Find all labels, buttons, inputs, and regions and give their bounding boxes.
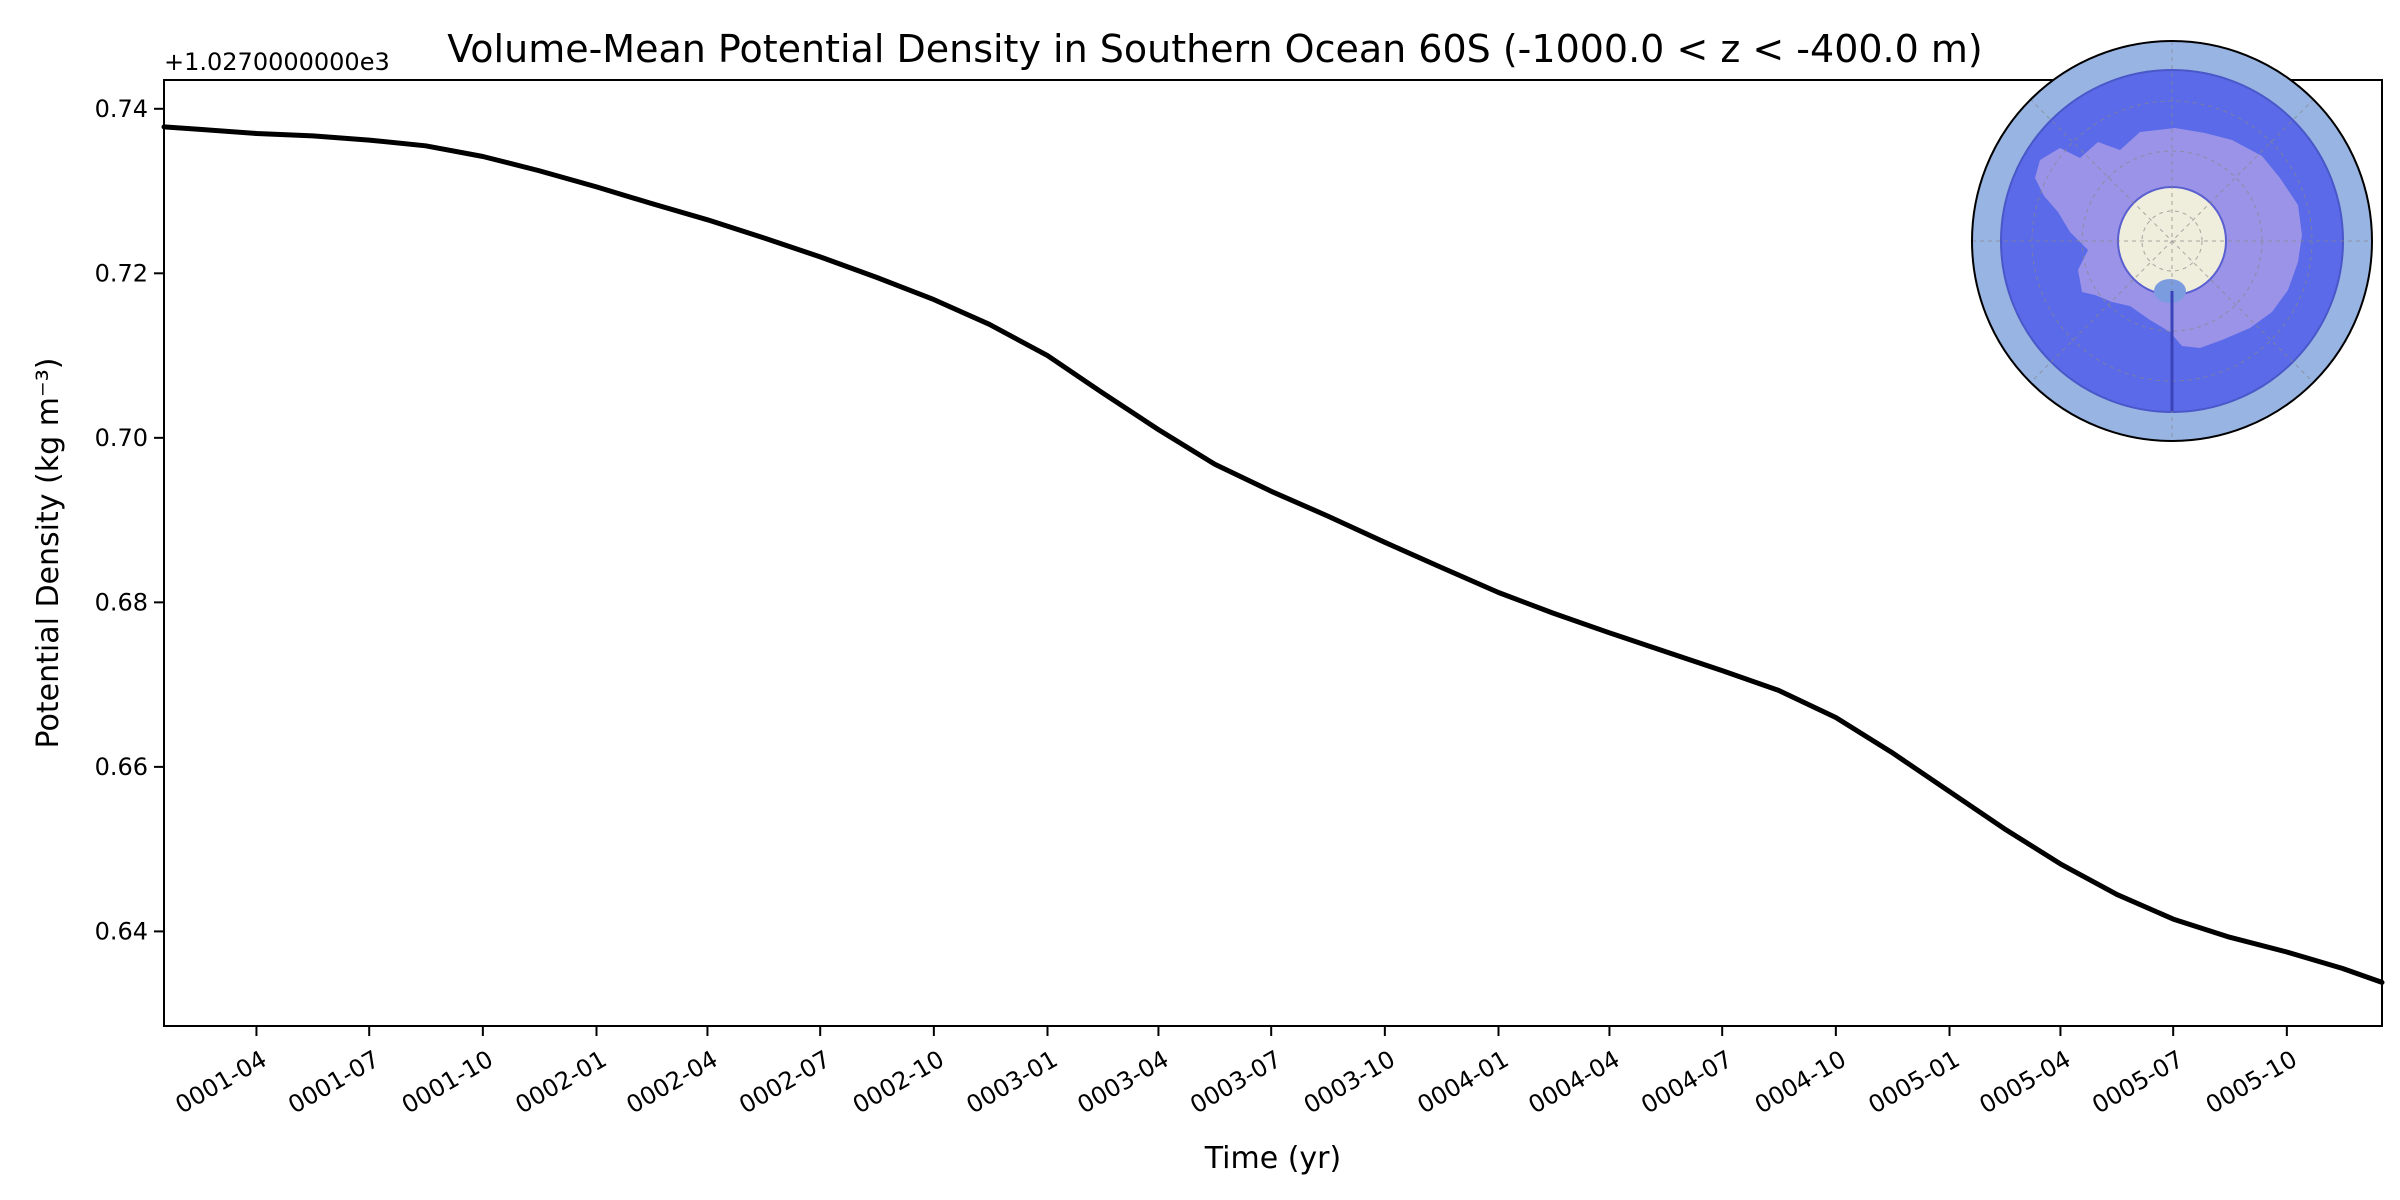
- x-tick-label: 0003-04: [1073, 1045, 1174, 1119]
- y-axis-label: Potential Density (kg m⁻³): [31, 358, 66, 749]
- x-tick-label: 0005-07: [2087, 1045, 2188, 1119]
- ross-sea-patch: [2154, 279, 2186, 303]
- y-tick-label: 0.74: [95, 95, 148, 123]
- y-tick-label: 0.64: [95, 917, 148, 945]
- x-tick-label: 0001-04: [171, 1045, 272, 1119]
- x-tick-label: 0004-01: [1413, 1045, 1514, 1119]
- density-series-line: [161, 124, 2385, 985]
- y-tick-label: 0.72: [95, 259, 148, 287]
- x-axis-label: Time (yr): [1204, 1141, 1341, 1176]
- y-offset-text: +1.0270000000e3: [164, 48, 390, 76]
- x-tick-label: 0003-07: [1185, 1045, 1286, 1119]
- inset-map: [1971, 40, 2373, 442]
- x-tick-label: 0004-04: [1524, 1045, 1625, 1119]
- y-tick-label: 0.66: [95, 753, 148, 781]
- x-tick-label: 0004-10: [1750, 1045, 1851, 1119]
- x-tick-label: 0004-07: [1636, 1045, 1737, 1119]
- x-tick-label: 0005-10: [2201, 1045, 2302, 1119]
- plot-frame: [163, 79, 2383, 1027]
- chart-title: Volume-Mean Potential Density in Souther…: [447, 27, 1982, 71]
- x-tick-label: 0001-10: [397, 1045, 498, 1119]
- x-axis: 0001-04 0001-07 0001-10 0002-01 0002-04 0002-…: [171, 1026, 2302, 1119]
- y-tick-label: 0.68: [95, 588, 148, 616]
- x-tick-label: 0003-01: [962, 1045, 1063, 1119]
- y-axis: 0.64 0.66 0.68 0.70 0.72 0.74: [95, 95, 164, 945]
- x-tick-label: 0005-01: [1864, 1045, 1965, 1119]
- x-tick-label: 0002-01: [511, 1045, 612, 1119]
- x-tick-label: 0001-07: [283, 1045, 384, 1119]
- x-tick-label: 0005-04: [1975, 1045, 2076, 1119]
- y-tick-label: 0.70: [95, 424, 148, 452]
- x-tick-label: 0002-07: [734, 1045, 835, 1119]
- x-tick-label: 0002-10: [848, 1045, 949, 1119]
- inset-border: [1971, 40, 2373, 442]
- x-tick-label: 0003-10: [1299, 1045, 1400, 1119]
- x-tick-label: 0002-04: [622, 1045, 723, 1119]
